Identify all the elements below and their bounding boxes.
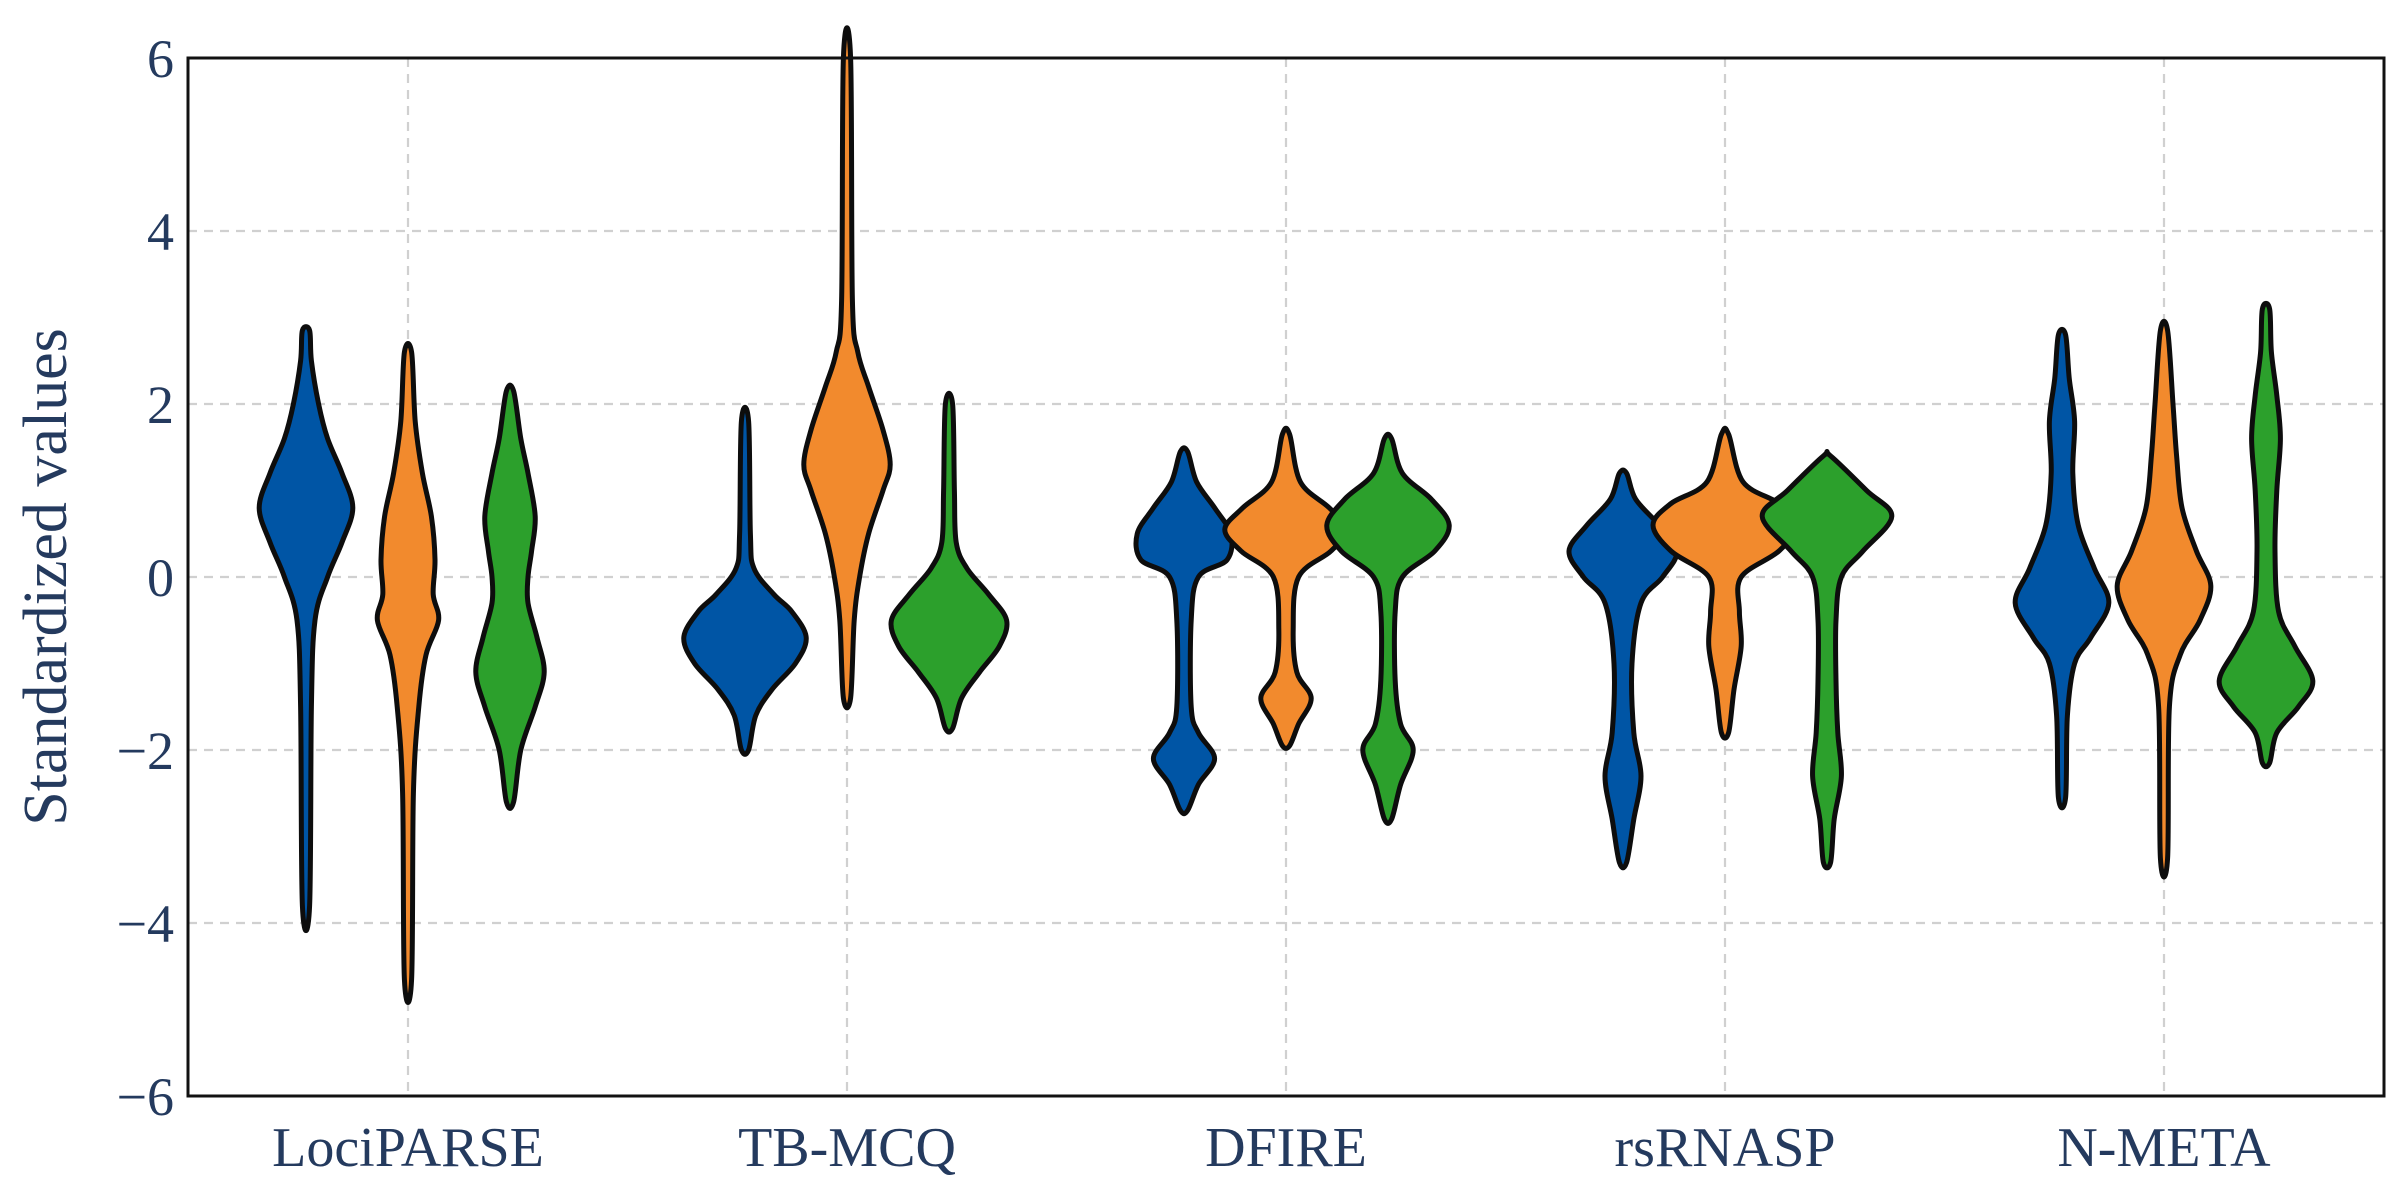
violin-dfire-1 — [1133, 445, 1235, 817]
y-tick-label: 2 — [147, 375, 174, 435]
y-axis-label: Standardized values — [12, 328, 80, 826]
x-tick-label: rsRNASP — [1615, 1117, 1836, 1179]
y-tick-label: 4 — [147, 202, 174, 262]
x-tick-label: DFIRE — [1205, 1117, 1367, 1179]
violin-rsrnasp-1 — [1566, 467, 1680, 871]
violin-n-meta-2 — [2114, 318, 2214, 880]
x-tick-label: TB-MCQ — [738, 1117, 956, 1179]
violin-dfire-3 — [1324, 431, 1452, 826]
violin-lociparse-3 — [473, 382, 547, 811]
violin-lociparse-1 — [256, 324, 356, 933]
violin-tb-mcq-1 — [681, 404, 809, 757]
plot-frame — [186, 56, 2386, 1098]
y-tick-label: −2 — [117, 721, 174, 781]
x-tick-label: N-META — [2057, 1117, 2271, 1179]
x-tick-label: LociPARSE — [272, 1117, 544, 1179]
violin-tb-mcq-3 — [888, 390, 1010, 735]
y-tick-label: 6 — [147, 29, 174, 89]
violin-rsrnasp-3 — [1759, 449, 1895, 871]
violin-lociparse-2 — [374, 340, 442, 1005]
y-tick-label: −4 — [117, 894, 174, 954]
x-tick-labels: LociPARSE TB-MCQ DFIRE rsRNASP N-META — [272, 1117, 2271, 1179]
violin-dfire-2 — [1222, 425, 1350, 751]
y-tick-labels: −6 −4 −2 0 2 4 6 — [117, 29, 174, 1127]
violin-tb-mcq-2 — [801, 25, 893, 711]
y-tick-label: −6 — [117, 1067, 174, 1127]
violin-n-meta-3 — [2216, 301, 2316, 770]
violin-layer — [256, 25, 2316, 1005]
y-tick-label: 0 — [147, 548, 174, 608]
violin-rsrnasp-2 — [1650, 425, 1800, 741]
violin-n-meta-1 — [2012, 326, 2112, 811]
